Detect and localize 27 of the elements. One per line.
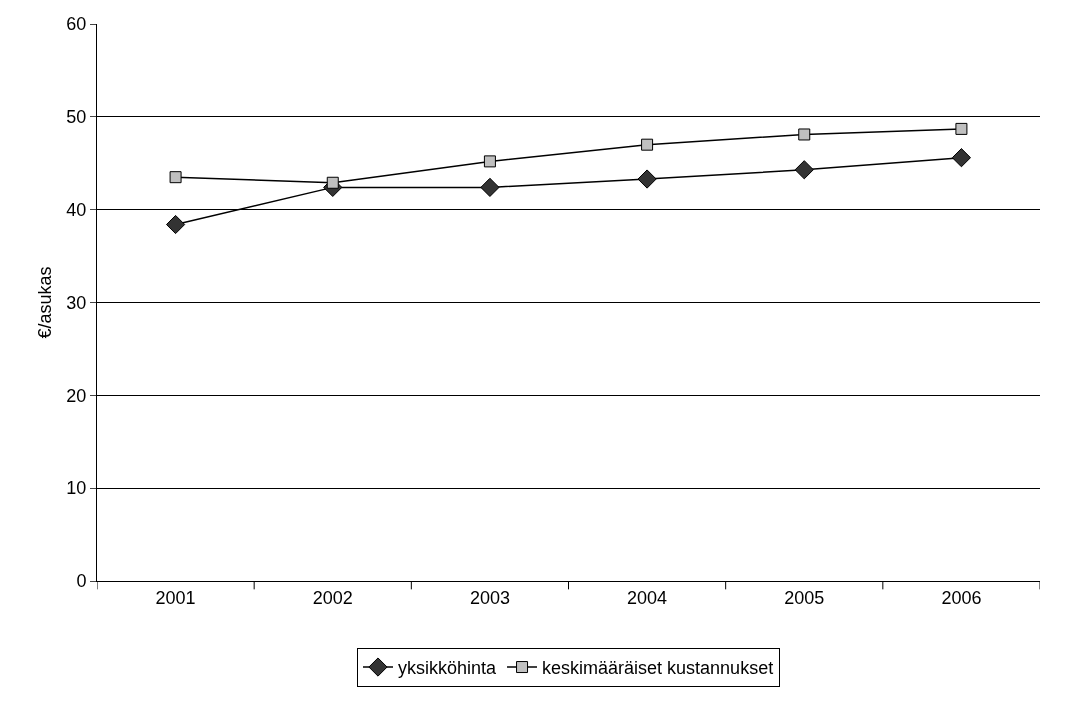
- point: [798, 128, 811, 141]
- point: [641, 138, 654, 151]
- y-tick-label: 40: [66, 199, 87, 220]
- y-axis-title: €/asukas: [35, 266, 55, 339]
- y-tick-label: 0: [76, 571, 87, 592]
- point: [794, 160, 814, 180]
- x-tick-label: 2004: [627, 587, 668, 608]
- x-tick-label: 2006: [941, 587, 982, 608]
- legend-label: yksikköhinta: [398, 658, 498, 679]
- y-tick-label: 60: [66, 14, 87, 35]
- legend-label: keskimääräiset kustannukset: [542, 658, 774, 679]
- y-tick-label: 10: [66, 478, 87, 499]
- point: [169, 171, 182, 184]
- point: [637, 169, 657, 189]
- x-tick-label: 2005: [784, 587, 825, 608]
- point: [480, 177, 500, 197]
- y-tick-label: 20: [66, 385, 87, 406]
- point: [326, 176, 339, 189]
- y-tick-label: 30: [66, 292, 87, 313]
- x-tick-label: 2002: [312, 587, 353, 608]
- point: [951, 148, 972, 168]
- x-tick-label: 2001: [155, 587, 196, 608]
- y-tick-label: 50: [66, 107, 87, 128]
- point: [483, 155, 496, 168]
- x-tick-label: 2003: [469, 587, 510, 608]
- point: [955, 122, 968, 135]
- point: [165, 214, 186, 235]
